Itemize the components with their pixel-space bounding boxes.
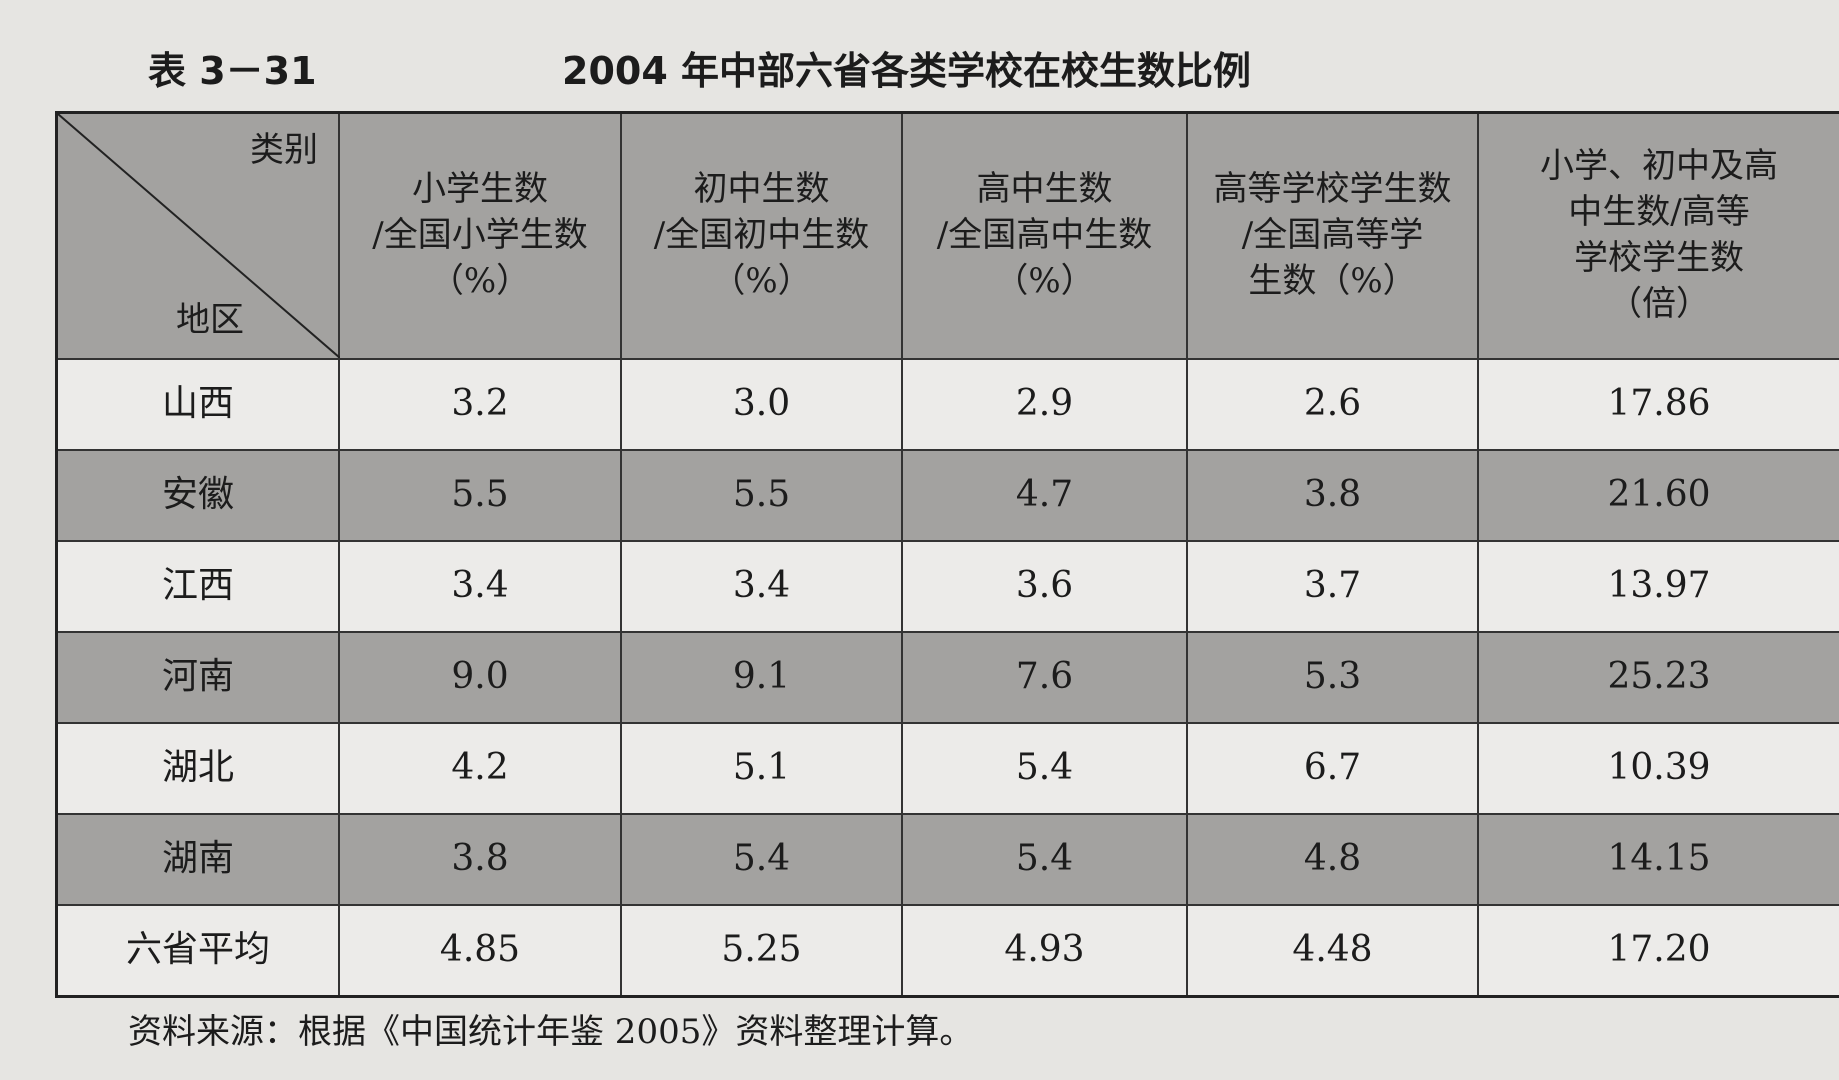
value-cell: 2.9 (903, 360, 1188, 449)
value-cell: 3.8 (340, 815, 622, 904)
source-note: 资料来源：根据《中国统计年鉴 2005》资料整理计算。 (128, 1012, 974, 1052)
region-cell: 湖南 (58, 815, 340, 904)
table-row: 湖北 4.2 5.1 5.4 6.7 10.39 (58, 724, 1839, 815)
header-line: /全国高中生数 (936, 215, 1153, 256)
value-cell: 3.4 (340, 542, 622, 631)
region-cell: 安徽 (58, 451, 340, 540)
header-line: 小学、初中及高 (1540, 146, 1778, 187)
value-cell: 4.7 (903, 451, 1188, 540)
value-cell: 5.1 (622, 724, 903, 813)
header-line: （%） (429, 260, 531, 301)
value-cell: 21.60 (1607, 474, 1711, 516)
value-cell: 4.2 (340, 724, 622, 813)
value-cell: 3.4 (622, 542, 903, 631)
value-cell: 5.4 (903, 815, 1188, 904)
table-label: 表 3－31 (148, 49, 317, 93)
value-cell: 25.23 (1607, 656, 1711, 698)
value-cell: 5.3 (1188, 633, 1479, 722)
region-cell: 河南 (58, 633, 340, 722)
column-header: 高等学校学生数/全国高等学 生数（%） (1188, 114, 1479, 358)
header-line: 高等学校学生数 (1213, 169, 1452, 210)
value-cell: 4.85 (340, 906, 622, 995)
header-row: 类别 地区 小学生数/全国小学生数 （%） 初中生数/全国初中生数 （%） 高中生数/全国高… (58, 114, 1839, 360)
header-line: 生数（%） (1248, 260, 1417, 301)
value-cell: 9.0 (340, 633, 622, 722)
header-line: （倍） (1608, 283, 1710, 324)
value-cell: 5.5 (622, 451, 903, 540)
value-cell: 6.7 (1188, 724, 1479, 813)
header-line: /全国小学生数 (372, 215, 588, 256)
value-cell: 3.0 (622, 360, 903, 449)
header-line: 小学生数 (412, 169, 548, 210)
table-title: 2004 年中部六省各类学校在校生数比例 (562, 49, 1251, 93)
header-line: 高中生数 (976, 169, 1113, 210)
value-cell: 4.93 (903, 906, 1188, 995)
column-header: 高中生数/全国高中生数 （%） (903, 114, 1188, 358)
value-cell: 2.6 (1188, 360, 1479, 449)
corner-bottom: 地区 (176, 300, 244, 341)
header-line: （%） (711, 260, 812, 301)
value-cell: 3.6 (903, 542, 1188, 631)
region-cell: 六省平均 (58, 906, 340, 995)
corner-top: 类别 (250, 130, 318, 170)
table: 类别 地区 小学生数/全国小学生数 （%） 初中生数/全国初中生数 （%） 高中生数/全国高… (55, 111, 1839, 998)
column-header: 小学、初中及高 中生数/高等 学校学生数 （倍） (1479, 114, 1839, 358)
value-cell: 5.25 (622, 906, 903, 995)
value-cell: 3.7 (1188, 542, 1479, 631)
table-row: 江西 3.4 3.4 3.6 3.7 13.97 (58, 542, 1839, 633)
value-cell: 17.20 (1607, 929, 1711, 971)
table-row: 山西 3.2 3.0 2.9 2.6 17.86 (58, 360, 1839, 451)
header-line: 学校学生数 (1574, 238, 1744, 278)
value-cell: 4.48 (1188, 906, 1479, 995)
value-cell: 9.1 (622, 633, 903, 722)
table-row: 河南 9.0 9.1 7.6 5.3 25.23 (58, 633, 1839, 724)
header-line: /全国高等学 (1241, 215, 1424, 256)
value-cell: 13.97 (1607, 565, 1711, 607)
value-cell: 5.5 (340, 451, 622, 540)
header-line: 中生数/高等 (1568, 192, 1750, 233)
value-cell: 4.8 (1188, 815, 1479, 904)
column-header: 初中生数/全国初中生数 （%） (622, 114, 903, 358)
table-row: 六省平均 4.85 5.25 4.93 4.48 17.20 (58, 906, 1839, 995)
diagonal (58, 114, 340, 358)
value-cell: 14.15 (1607, 838, 1711, 880)
table-row: 安徽 5.5 5.5 4.7 3.8 21.60 (58, 451, 1839, 542)
corner-cell: 类别地区 (58, 114, 340, 358)
value-cell: 10.39 (1607, 747, 1711, 789)
header-line: （%） (994, 260, 1095, 301)
value-cell: 3.2 (340, 360, 622, 449)
header-line: /全国初中生数 (653, 215, 870, 256)
region-cell: 江西 (58, 542, 340, 631)
region-cell: 湖北 (58, 724, 340, 813)
header-line: 初中生数 (693, 169, 830, 210)
value-cell: 5.4 (622, 815, 903, 904)
region-cell: 山西 (58, 360, 340, 449)
value-cell: 17.86 (1607, 383, 1711, 425)
value-cell: 3.8 (1188, 451, 1479, 540)
value-cell: 5.4 (903, 724, 1188, 813)
table-row: 湖南 3.8 5.4 5.4 4.8 14.15 (58, 815, 1839, 906)
value-cell: 7.6 (903, 633, 1188, 722)
column-header: 小学生数/全国小学生数 （%） (340, 114, 622, 358)
